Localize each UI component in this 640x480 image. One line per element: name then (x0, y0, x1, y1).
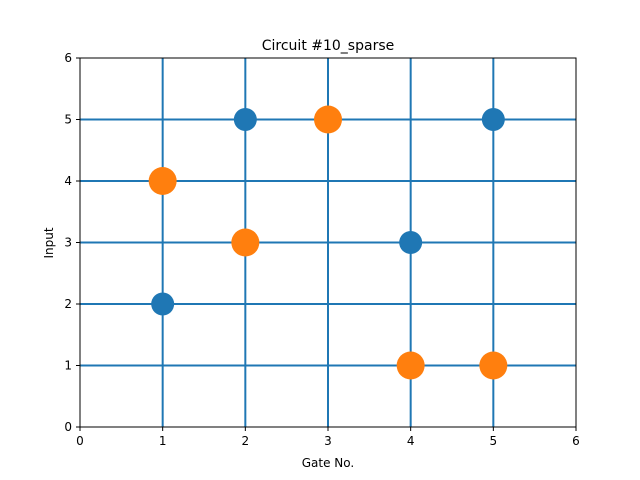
data-point (396, 351, 425, 380)
data-point (481, 108, 505, 131)
data-point (233, 108, 257, 131)
y-tick-label: 4 (64, 174, 72, 188)
y-tick-label: 6 (64, 51, 72, 65)
data-point (148, 167, 177, 195)
axis-ticks: 0 1 2 3 4 5 6 0 1 2 3 4 5 6 (64, 51, 579, 448)
y-tick-label: 0 (64, 420, 72, 434)
data-point (399, 231, 423, 254)
y-tick-label: 1 (64, 359, 72, 373)
x-axis-label: Gate No. (302, 456, 354, 470)
x-tick-label: 4 (407, 434, 415, 448)
x-tick-label: 0 (76, 434, 84, 448)
data-point (231, 228, 260, 257)
x-tick-label: 3 (324, 434, 332, 448)
data-point (479, 351, 508, 380)
data-point (314, 105, 342, 134)
x-tick-label: 2 (242, 434, 250, 448)
y-tick-label: 5 (64, 113, 72, 127)
y-tick-label: 2 (64, 297, 72, 311)
y-tick-label: 3 (64, 236, 72, 250)
x-tick-label: 5 (490, 434, 498, 448)
x-tick-label: 6 (572, 434, 580, 448)
chart-title: Circuit #10_sparse (262, 38, 394, 54)
x-tick-label: 1 (159, 434, 167, 448)
y-axis-label: Input (42, 227, 56, 258)
plot-area (79, 57, 577, 428)
data-point (151, 292, 175, 316)
